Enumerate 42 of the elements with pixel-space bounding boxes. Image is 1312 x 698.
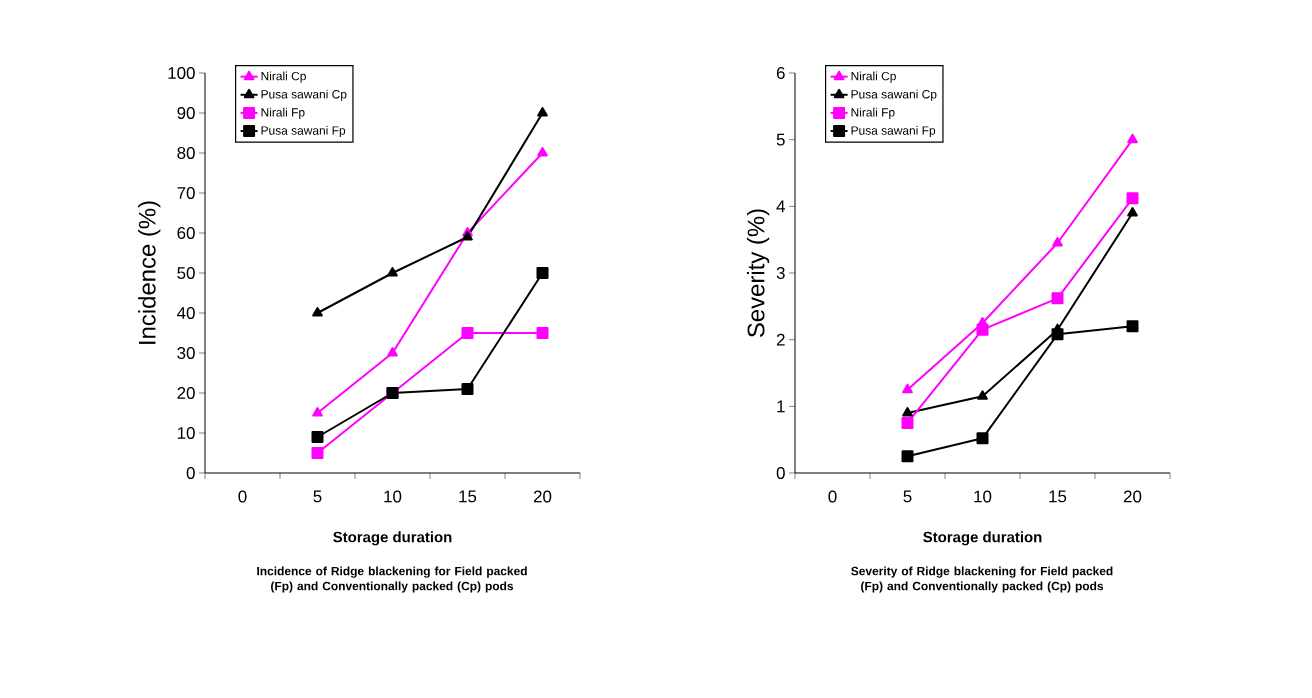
y-tick-label: 5 — [776, 133, 785, 146]
legend-label: Nirali Cp — [851, 71, 896, 83]
legend-label: Pusa sawani Cp — [851, 89, 937, 101]
x-tick-label: 5 — [313, 490, 322, 503]
legend-label: Pusa sawani Fp — [261, 125, 346, 138]
legend-label: Nirali Fp — [261, 107, 305, 119]
x-axis-title: Storage duration — [333, 531, 452, 546]
text: Incidence of Ridge blackening for Field packed (Fp) and Conventionally packed (Cp) pods — [257, 566, 527, 593]
y-tick-label: 30 — [177, 347, 195, 359]
legend-label: Nirali Fp — [851, 107, 895, 119]
x-tick-label: 5 — [903, 490, 912, 503]
x-tick-label: 10 — [384, 490, 402, 503]
y-axis-title: Severity (%) — [746, 209, 770, 338]
y-tick-label: 0 — [186, 467, 195, 479]
y-tick-label: 6 — [776, 67, 785, 79]
x-tick-label: 15 — [1049, 490, 1067, 503]
y-tick-label: 20 — [177, 387, 195, 399]
y-tick-label: 70 — [177, 187, 195, 199]
y-tick-label: 1 — [777, 400, 785, 413]
y-tick-label: 50 — [177, 267, 195, 279]
y-tick-label: 60 — [177, 227, 195, 239]
y-tick-label: 80 — [177, 147, 195, 159]
x-tick-label: 15 — [459, 490, 477, 503]
y-tick-label: 4 — [776, 200, 785, 213]
y-tick-label: 90 — [177, 107, 195, 119]
legend-label: Pusa sawani Fp — [851, 125, 936, 138]
x-tick-label: 20 — [533, 490, 552, 503]
y-tick-label: 40 — [177, 307, 195, 319]
y-tick-label: 0 — [776, 467, 785, 479]
y-axis-title: Incidence (%) — [138, 201, 161, 344]
y-tick-label: 10 — [177, 427, 195, 439]
x-tick-label: 10 — [974, 490, 992, 503]
x-tick-label: 20 — [1123, 490, 1142, 503]
text: Severity of Ridge blackening for Field packed (Fp) and Conventionally packed (Cp) pods — [851, 566, 1113, 593]
x-tick-label: 0 — [238, 490, 247, 503]
y-tick-label: 3 — [776, 267, 785, 279]
y-tick-label: 2 — [776, 333, 785, 346]
legend-label: Pusa sawani Cp — [261, 89, 347, 101]
legend-label: Nirali Cp — [261, 71, 306, 83]
x-axis-title: Storage duration — [923, 531, 1042, 546]
y-tick-label: 100 — [168, 66, 195, 79]
x-tick-label: 0 — [828, 490, 837, 503]
